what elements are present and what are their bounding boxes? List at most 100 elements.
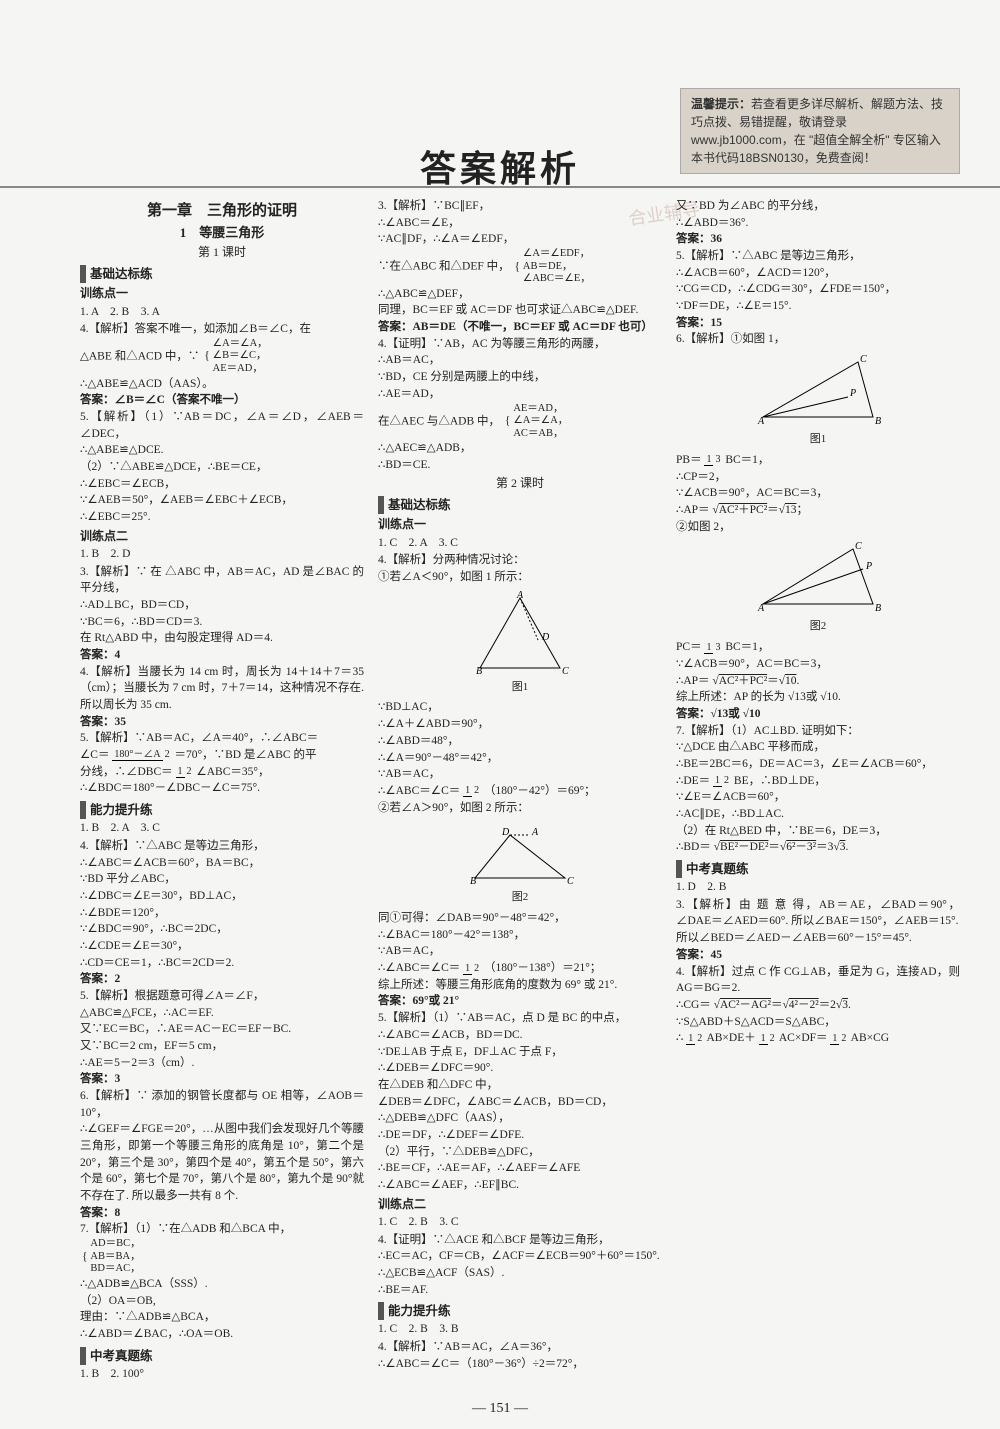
lesson-2: 第 2 课时 (378, 475, 662, 492)
e3-d: ∵在△ABC 和△DEF 中， { ∠A＝∠EDF， AB＝DE， ∠ABC＝∠… (378, 248, 662, 286)
c3upq6-b: PB＝ 13 BC＝1， (676, 452, 960, 469)
e3-b: ∴∠ABC＝∠E， (378, 215, 662, 232)
c3upq6-d: ∴CP＝2， (676, 469, 960, 486)
svg-text:B: B (476, 666, 482, 677)
b2q4-i-txt: （180°－42°）＝69°； (484, 785, 596, 797)
e3-c: ∵AC∥DF，∴∠A＝∠EDF， (378, 231, 662, 248)
b2q5-e: 在△DEB 和△DFC 中， (378, 1077, 662, 1094)
c3upq6-j: ∵∠ACB＝90°，AC＝BC＝3， (676, 656, 960, 673)
c3upq4-b: ∴∠ABC＝∠C＝（180°－36°）÷2＝72°， (378, 1356, 662, 1373)
t2q3-d: 在 Rt△ABD 中，由勾股定理得 AD＝4. (80, 630, 364, 647)
c3upq6-l: 综上所述：AP 的长为 √13或 √10. (676, 689, 960, 706)
q4-ans: 答案：∠B＝∠C（答案不唯一） (80, 392, 364, 409)
b2-answers: 1. C 2. A 3. C (378, 535, 662, 552)
svg-text:A: A (757, 603, 765, 614)
figure-4: A B C P 图2 (676, 539, 960, 635)
svg-text:A: A (757, 416, 765, 427)
e4-e-txt: 在△AEC 与△ADB 中， (378, 415, 500, 427)
b2q5-f: ∠DEB＝∠DFC，∠ABC＝∠ACB，BD＝CD， (378, 1094, 662, 1111)
b2q4-d: ∴∠A＋∠ABD＝90°， (378, 716, 662, 733)
t2q3-b: ∴AD⊥BC，BD＝CD， (80, 597, 364, 614)
triangle-icon: A D B C (460, 590, 580, 680)
t2q4-ans: 答案：35 (80, 714, 364, 731)
b2q4-j: ②若∠A＞90°，如图 2 所示： (378, 800, 662, 817)
svg-text:C: C (855, 541, 862, 552)
upq4-d: ∴∠DBC＝∠E＝30°，BD⊥AC， (80, 888, 364, 905)
fraction: 12 (759, 1034, 777, 1044)
t2q5-d: 分线，∴∠DBC＝ 12 ∠ABC＝35°， (80, 764, 364, 781)
c2-p3: ∴∠ABD＝∠BAC，∴OA＝OB. (80, 1326, 364, 1343)
exq4-d: ∴ 12 AB×DE＋ 12 AC×DF＝ 12 AB×CG (676, 1030, 960, 1047)
upq5-ans: 答案：3 (80, 1071, 364, 1088)
c3upq6-g: ②如图 2， (676, 519, 960, 536)
fraction: 13 (704, 455, 722, 465)
c3upq7-c: ∴BE＝2BC＝6，DE＝AC＝3，∠E＝∠ACB＝60°， (676, 756, 960, 773)
svg-text:B: B (875, 603, 881, 614)
upq6-h-txt: PC＝ (676, 641, 702, 653)
b2q5-i: （2）平行，∵△DEB≌△DFC， (378, 1144, 662, 1161)
b2q5-g: ∴△DEB≌△DFC（AAS）， (378, 1110, 662, 1127)
c3-p1: ∴BE＝CF，∴AE＝AF，∴∠AEF＝∠AFE (378, 1160, 662, 1177)
b2q4-h: ∴∠ABC＝∠C＝ 12 （180°－42°）＝69°； (378, 783, 662, 800)
e3-f: 同理，BC＝EF 或 AC＝DF 也可求证△ABC≌△DEF. (378, 302, 662, 319)
fig2-caption: 图2 (378, 890, 662, 906)
exq4-a: 4.【解析】过点 C 作 CG⊥AB，垂足为 G，连接AD，则 AG＝BG＝2. (676, 964, 960, 997)
b2q4-g: ∵AB＝AC， (378, 766, 662, 783)
e3-e: ∴△ABC≌△DEF， (378, 286, 662, 303)
c3-t2-ans: 1. C 2. B 3. C (378, 1214, 662, 1231)
exq4-b-txt: ∴CG＝ (676, 999, 711, 1011)
b2q5-d: ∴∠DEB＝∠DFC＝90°. (378, 1060, 662, 1077)
c3upq4-ans: 答案：36 (676, 231, 960, 248)
b2q5-h: ∴DE＝DF，∴∠DEF＝∠DFE. (378, 1127, 662, 1144)
e4-a: 4.【证明】∵AB，AC 为等腰三角形的两腰， (378, 336, 662, 353)
c3t2q4-c: ∴△ECB≌△ACF（SAS）. (378, 1265, 662, 1282)
section-up: 能力提升练 (80, 801, 364, 819)
lesson-1: 第 1 课时 (80, 244, 364, 261)
b2q4-n: ∴∠ABC＝∠C＝ 12 （180°－138°）＝21°； (378, 960, 662, 977)
c3upq6-ans: 答案：√13或 √10 (676, 706, 960, 723)
b2q4-b: ①若∠A＜90°，如图 1 所示： (378, 569, 662, 586)
b2q5-b: ∴∠ABC＝∠ACB，BD＝DC. (378, 1027, 662, 1044)
q4-brace-content: ∠A＝∠A， ∠B＝∠C， AE＝AD， (213, 338, 268, 376)
c3t2q4-d: ∴BE＝AF. (378, 1282, 662, 1299)
e4-e: 在△AEC 与△ADB 中， { AE＝AD， ∠A＝∠A， AC＝AB， (378, 403, 662, 441)
c3upq5-ans: 答案：15 (676, 315, 960, 332)
upq4-a: 4.【解析】∵△ABC 是等边三角形， (80, 838, 364, 855)
upq4-f: ∵∠BDC＝90°，∴BC＝2DC， (80, 921, 364, 938)
upq6-c-txt: BC＝1， (725, 454, 769, 466)
e4-b: ∴AB＝AC， (378, 352, 662, 369)
q5-d: ∴∠EBC＝∠ECB， (80, 476, 364, 493)
upq4-h: ∴CD＝CE＝1，∴BC＝2CD＝2. (80, 955, 364, 972)
upq5-b: △ABC≌△FCE，∴AC＝EF. (80, 1005, 364, 1022)
svg-text:P: P (849, 388, 856, 399)
fraction: 12 (176, 767, 194, 777)
c3upq4-a: 4.【解析】∵AB＝AC，∠A＝36°， (378, 1339, 662, 1356)
upq4-b: ∴∠ABC＝∠ACB＝60°，BA＝BC， (80, 855, 364, 872)
t2-answers: 1. B 2. D (80, 546, 364, 563)
svg-text:B: B (470, 876, 476, 887)
c3upq6-f: ∴AP＝ √AC²＋PC²＝√13； (676, 502, 960, 519)
fig3-caption: 图1 (676, 432, 960, 448)
figure-2: D A B C 图2 (378, 820, 662, 906)
upq6-b: ∴∠GEF＝∠FGE＝20°，…从图中我们会发现好几个等腰三角形，即第一个等腰三… (80, 1121, 364, 1204)
c3upq6-e: ∵∠ACB＝90°，AC＝BC＝3， (676, 485, 960, 502)
upq7-brace-content: AD＝BC， AB＝BA， BD＝AC， (90, 1238, 140, 1276)
q4-c: ∴△ABE≌△ACD（AAS）。 (80, 376, 364, 393)
b2q4-k: 同①可得：∠DAB＝90°－48°＝42°， (378, 910, 662, 927)
t2q5-b: ∠C＝ 180°－∠A2 ＝70°，∵BD 是∠ABC 的平 (80, 747, 364, 764)
section-exam: 中考真题练 (80, 1347, 364, 1365)
c3upq4-d: ∴∠ABD＝36°. (676, 215, 960, 232)
t2q3-a: 3.【解析】∵ 在 △ABC 中，AB＝AC，AD 是∠BAC 的平分线， (80, 564, 364, 597)
up-answers: 1. B 2. A 3. C (80, 820, 364, 837)
exam-answers: 1. B 2. 100° (80, 1366, 364, 1383)
figure-3: A B C P 图1 (676, 352, 960, 448)
e4-c: ∵BD，CE 分别是两腰上的中线， (378, 369, 662, 386)
upq7-brace: { AD＝BC， AB＝BA， BD＝AC， (80, 1238, 364, 1276)
exq3-ans: 答案：45 (676, 947, 960, 964)
c3upq7-f: ∵∠E＝∠ACB＝60°， (676, 789, 960, 806)
upq5-d: 又∵BC＝2 cm，EF＝5 cm， (80, 1038, 364, 1055)
content-columns: 第一章 三角形的证明 1 等腰三角形 第 1 课时 基础达标练 训练点一 1. … (80, 198, 960, 1389)
exq4-e-txt: AB×DE＋ (706, 1032, 755, 1044)
fig4-caption: 图2 (676, 619, 960, 635)
c3-p2: ∴∠ABC＝∠AEF，∴EF∥BC. (378, 1177, 662, 1194)
